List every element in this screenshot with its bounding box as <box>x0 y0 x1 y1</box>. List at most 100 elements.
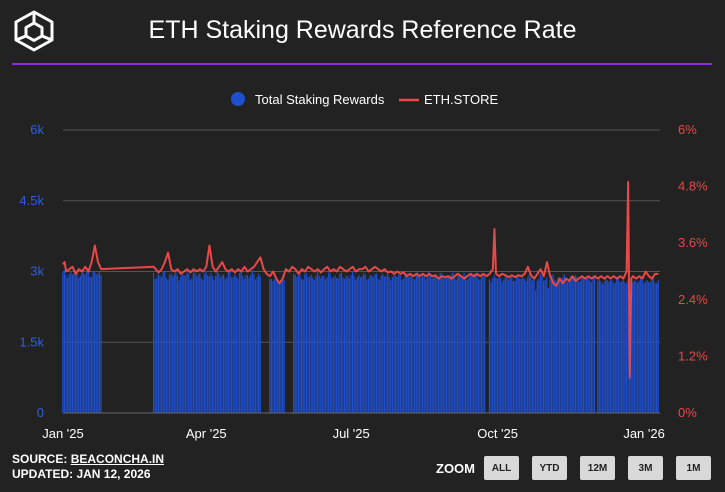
bar <box>581 276 583 413</box>
bar <box>546 277 548 413</box>
bar <box>337 278 339 413</box>
legend-item-total-staking-rewards[interactable]: Total Staking Rewards <box>231 92 385 107</box>
bar <box>211 276 214 413</box>
bar <box>355 279 357 413</box>
bar <box>488 279 491 413</box>
bar <box>504 274 507 413</box>
bar <box>372 277 374 413</box>
bar <box>176 275 179 413</box>
bar <box>195 276 198 413</box>
bar <box>194 272 196 413</box>
bar <box>245 275 247 413</box>
bar <box>178 280 180 413</box>
bar <box>345 275 347 413</box>
bar <box>439 272 441 413</box>
bar <box>519 278 521 413</box>
zoom-all-button[interactable]: ALL <box>484 456 519 480</box>
source-link[interactable]: BEACONCHA.IN <box>70 452 165 466</box>
bar <box>605 278 607 413</box>
bar <box>100 275 102 413</box>
zoom-1m-button[interactable]: 1M <box>676 456 711 480</box>
bar <box>409 276 411 413</box>
bar <box>183 274 185 413</box>
bar <box>422 275 424 413</box>
y-right-tick-label: 6% <box>678 122 697 137</box>
bar <box>253 273 255 413</box>
bar <box>442 278 444 413</box>
bar <box>200 278 202 413</box>
zoom-3m-button[interactable]: 3M <box>628 456 663 480</box>
bar <box>625 283 628 413</box>
bar <box>573 278 575 413</box>
zoom-12m-button[interactable]: 12M <box>580 456 615 480</box>
bar <box>624 282 626 413</box>
bar <box>651 278 653 413</box>
bar <box>635 281 637 413</box>
bar <box>216 270 218 413</box>
bar <box>86 271 88 413</box>
bar <box>320 277 322 413</box>
bar <box>555 281 557 413</box>
bar <box>458 275 460 413</box>
bar <box>304 274 306 413</box>
bar <box>412 278 414 413</box>
bar <box>259 276 261 413</box>
bar <box>643 283 645 413</box>
bar <box>223 274 225 413</box>
bar <box>600 281 602 413</box>
x-tick-label: Jan '25 <box>42 426 84 441</box>
bar <box>380 275 382 413</box>
bar <box>281 277 284 413</box>
bar <box>353 276 355 413</box>
bar <box>457 276 459 413</box>
zoom-ytd-button[interactable]: YTD <box>532 456 567 480</box>
bar <box>229 271 231 413</box>
bar <box>175 271 177 413</box>
bar <box>550 275 553 413</box>
bar <box>654 282 656 413</box>
bar <box>428 272 430 413</box>
bar <box>221 275 223 413</box>
bar <box>187 273 190 413</box>
bar <box>536 280 538 413</box>
bar <box>455 279 457 413</box>
bar <box>589 280 591 413</box>
x-tick-label: Apr '25 <box>186 426 227 441</box>
bar <box>310 274 312 413</box>
y-left-tick-label: 4.5k <box>19 193 44 208</box>
bar <box>468 277 470 413</box>
bar <box>460 277 462 413</box>
bar <box>243 278 245 413</box>
bar <box>248 277 250 413</box>
bar <box>162 272 164 413</box>
bar <box>598 279 600 413</box>
bar <box>554 279 556 413</box>
bar <box>369 274 371 413</box>
bar <box>347 276 349 413</box>
bar <box>531 280 534 413</box>
bar <box>399 275 401 413</box>
bar <box>394 275 397 413</box>
bar <box>407 277 409 413</box>
y-right-tick-label: 4.8% <box>678 179 708 194</box>
bar <box>312 277 314 413</box>
bar <box>180 276 182 413</box>
bar <box>560 279 562 413</box>
bar <box>590 281 592 413</box>
bar <box>383 276 386 413</box>
bar <box>308 276 311 413</box>
legend-item-eth-store[interactable]: ETH.STORE <box>399 92 498 107</box>
bar <box>251 270 253 413</box>
bar <box>515 275 518 413</box>
bar <box>277 281 279 413</box>
bar <box>316 272 319 413</box>
bar <box>76 273 78 413</box>
bar <box>63 270 66 413</box>
bar <box>334 275 336 413</box>
bar <box>391 277 393 413</box>
bar <box>571 278 573 413</box>
bar <box>437 277 440 413</box>
bar <box>168 274 171 413</box>
bar <box>644 281 647 413</box>
bar <box>414 279 416 413</box>
